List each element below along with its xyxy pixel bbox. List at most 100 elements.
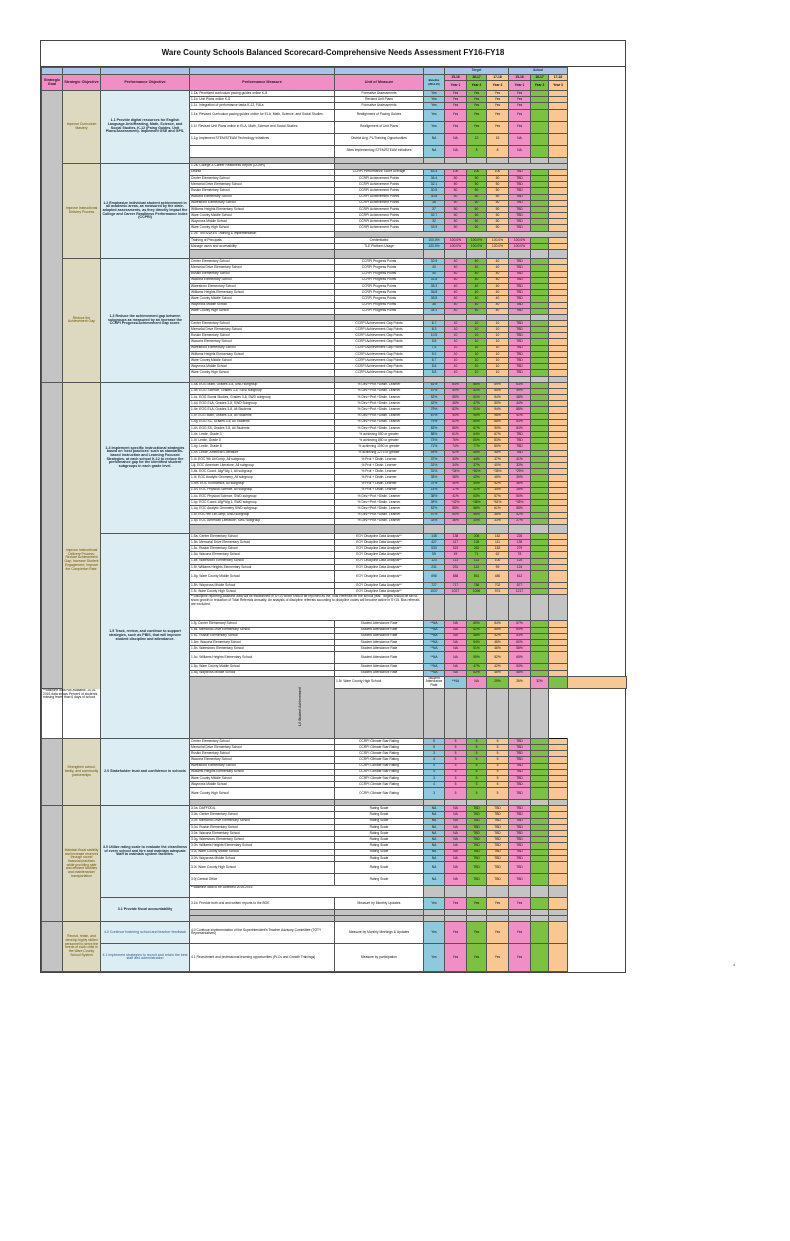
table-row: 3.1 Provide fiscal accountability 3.1b. P… [42, 896, 627, 922]
target-value: 5 [466, 787, 487, 801]
table-row: 1.1e. Revised Curriculum pacing guides o… [42, 108, 627, 122]
gray-cell [189, 523, 335, 534]
strategic-goal-1: 1.0 Student Achievement [189, 675, 335, 739]
actual-value [548, 896, 568, 910]
performance-objective: 3.0 Utilize rating scale to evaluate the… [100, 805, 190, 898]
target-header: Target [444, 67, 509, 75]
footnote: **Baseline data to be collected 2015-201… [189, 884, 424, 898]
target-value: 5 [444, 787, 467, 801]
target-value: Yes [466, 108, 487, 122]
target-value: 8 [466, 144, 487, 158]
actual-value [548, 860, 568, 874]
gray-cell [423, 594, 445, 622]
table-row: 1.5k. Memorial Drive Elementary School St… [42, 626, 627, 634]
table-row: Waresboro Elementary School CCRPI Climate… [42, 762, 627, 770]
year-label: Year 1 [444, 80, 467, 91]
target-value: Yes [486, 896, 509, 910]
table-row: 1.5o. Williams Heights Elementary School… [42, 651, 627, 665]
target-value: Yes [466, 120, 487, 134]
table-row: 1.4q. EOC Analytic Geometry SWD subgroup… [42, 505, 627, 513]
table-row: Memorial Drive Elementary School CCRPI Ac… [42, 181, 627, 189]
actual-value: Yes [508, 120, 531, 134]
gray-cell [508, 594, 531, 622]
table-row: Ware County High School CCRPI Climate Sta… [42, 787, 627, 801]
baseline-value: NA [423, 860, 445, 874]
page-marker: 4 [733, 962, 736, 967]
baseline-value: 3 [423, 787, 445, 801]
strategic-goal-header: Strategic Goal [41, 74, 63, 91]
table-row: Ware County Middle School CCRPI Progress … [42, 295, 627, 303]
actual-value [548, 570, 568, 583]
unit-of-measure: Student Attendance Rate [423, 675, 445, 689]
separator-row [42, 249, 627, 260]
table-row: 3.0h. Waycross Middle School Rating Scale… [42, 854, 627, 862]
target-value: 8 [486, 144, 509, 158]
table-row: 3.0d. Ruskin Elementary School Rating Sca… [42, 823, 627, 832]
target-value: 15 [486, 132, 509, 146]
table-row: Waycross Middle School CCRPI Progress Poi… [42, 301, 627, 309]
table-row: 3.0h. Williams Heights Elementary School… [42, 842, 627, 850]
performance-measure: 3.0j Central Office [189, 872, 335, 886]
strategic-objective: Maintain fiscal stability and increase r… [62, 805, 101, 922]
table-row: Manage users and accessibility TLE Platfo… [42, 242, 627, 251]
table-row: Waresboro Elementary School CCRPI Achieve… [42, 199, 627, 207]
actual-value [548, 781, 568, 789]
strategic-objective-text: Improve Instructional Delivery Process; … [64, 548, 99, 571]
table-row: 1.5q. Waycross Middle School Student Atte… [42, 669, 627, 677]
performance-objective: 1.2 Emphasize individual student achieve… [100, 162, 190, 260]
table-row: Wacona Elementary School CCRPI Climate St… [42, 756, 627, 764]
table-row: Waresboro Elementary School CCRPI Progres… [42, 282, 627, 291]
target-value: 29% [486, 675, 509, 689]
gray-cell [466, 249, 487, 260]
target-value: 888 [444, 570, 467, 583]
actual-value [530, 132, 549, 146]
separator-row [42, 914, 627, 922]
actual-value: TBD [508, 787, 531, 801]
gray-cell [466, 523, 487, 534]
strategic-goal-1: 1.0 Student Achievement: Develop and imp… [41, 381, 63, 689]
strategic-objective-text: Improve Curriculum Mastery [66, 122, 97, 130]
strategic-objective: Recruit, retain, and develop highly skil… [62, 920, 101, 972]
footnote: **Discipline reporting-Baseline data wil… [189, 594, 424, 622]
baseline-value: Yes [423, 920, 445, 944]
performance-objective-text: 3.0 Utilize rating scale to evaluate the… [102, 845, 188, 857]
gray-cell [423, 884, 445, 898]
year-label: Year 3 [486, 80, 509, 91]
gray-cell [423, 523, 445, 534]
table-row: Ware County High School CCRPI Progress Po… [42, 307, 627, 315]
unit-of-measure: District Avg. PL/Training Opportunities [334, 132, 424, 146]
strategic-objective: Improve Instructional Delivery Process; … [62, 381, 101, 739]
performance-objective-header: Performance Objective [100, 74, 190, 91]
actual-value [548, 132, 568, 146]
actual-value [530, 651, 549, 665]
actual-value: Yes [508, 108, 531, 122]
performance-objective: 1.3 Reduce the achievement gap between s… [100, 258, 190, 383]
table-row: Ruskin Elementary School CCRPI Progress P… [42, 270, 627, 278]
table-row: Waycross Middle School CCRPI Climate Star… [42, 781, 627, 789]
performance-measure: 1.1g. Implement STEM/STEAM Technology In… [189, 132, 335, 146]
note-row: **Baseline data to be collected 2015-201… [42, 884, 627, 898]
gray-cell [508, 687, 531, 739]
actual-value [548, 675, 568, 689]
gray-cell [486, 249, 509, 260]
unit-of-measure: Rating Scale [334, 872, 424, 886]
unit-of-measure: EOY Discipline Data Analysis** [334, 570, 424, 583]
performance-measure: 1.5g. Ware County Middle School [189, 570, 335, 583]
target-value: TBD [486, 872, 509, 886]
baseline-value: NA [423, 144, 445, 158]
table-row: 4.0 Human ResourcesRecruit, retain, and … [41, 920, 627, 972]
year-label: Year 3 [548, 80, 568, 91]
gray-cell [444, 884, 467, 898]
actual-value: NA [508, 144, 531, 158]
target-value: 59% [466, 651, 487, 665]
table-row: Ruskin Elementary School CCRPI Climate St… [42, 750, 627, 758]
performance-objective-text: 4.1 Implement strategies to recruit and … [102, 952, 188, 961]
gray-cell [486, 594, 509, 622]
strategic-objective-text: Maintain fiscal stability and increase r… [64, 847, 99, 878]
strategic-goal-2: 2.0 Community Involvement [41, 737, 63, 807]
table-row: 1.1b. Unit Plans online K-8 Revised Unit … [42, 96, 627, 104]
performance-measure: 1.5r. Ware County High School [334, 675, 424, 689]
gray-cell [530, 884, 549, 898]
baseline-value: Yes [423, 942, 445, 972]
table-row: 1.4h. Lexile, American Literature% achie… [42, 449, 627, 457]
